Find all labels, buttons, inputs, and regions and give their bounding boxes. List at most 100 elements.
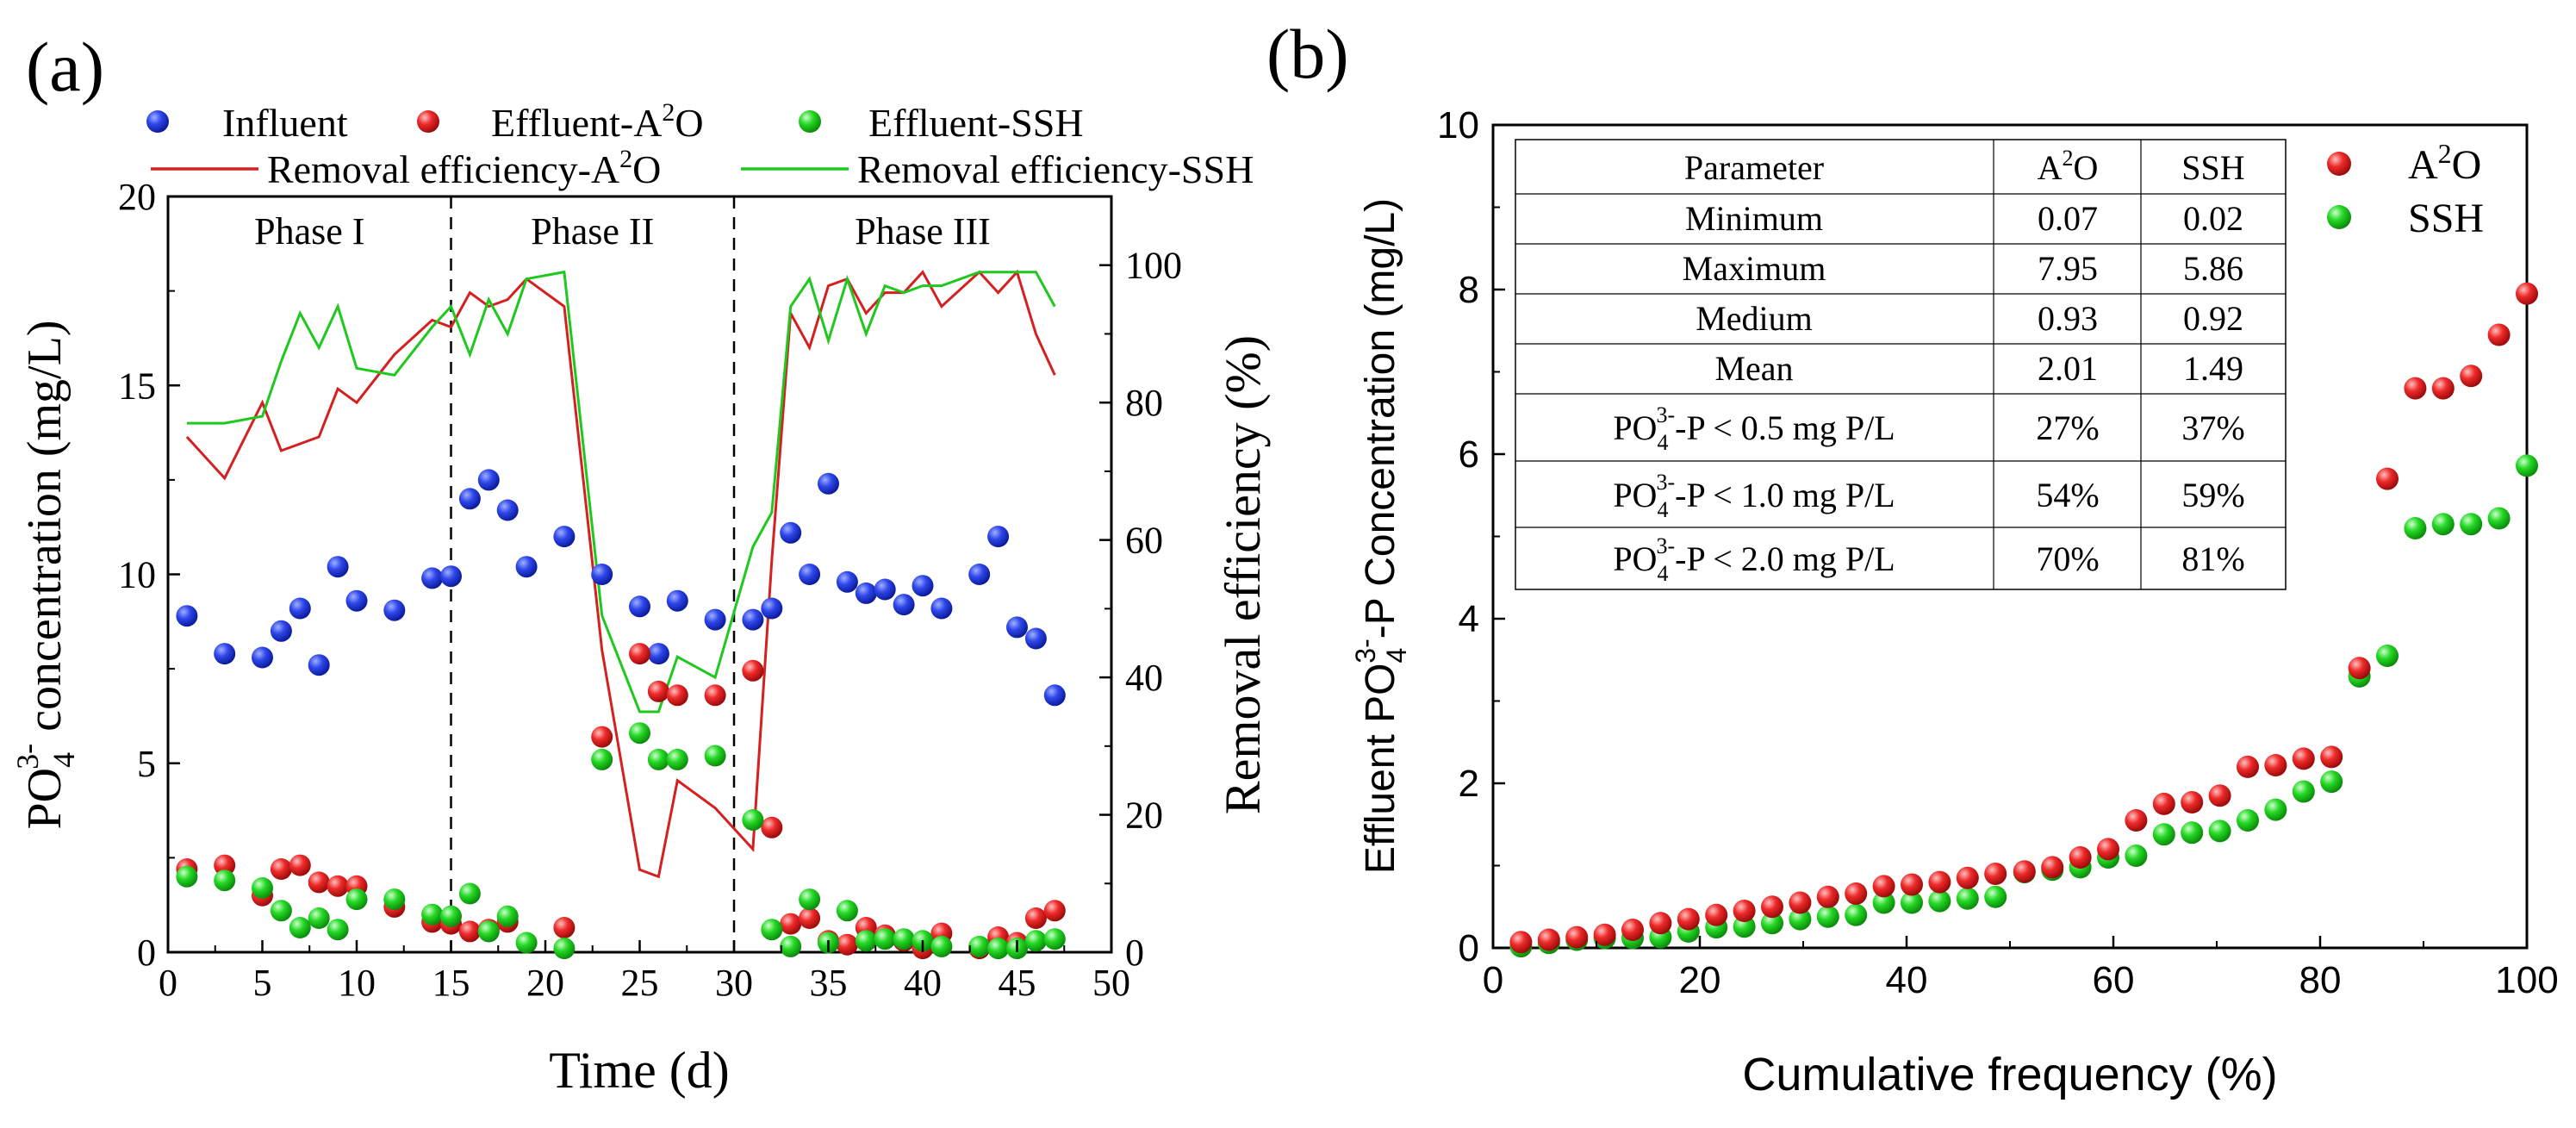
data-point [553,938,576,960]
data-point [2431,377,2455,400]
data-point [666,589,688,612]
data-point [345,888,368,911]
data-point [308,871,330,894]
phase-3-label: Phase III [855,210,991,252]
data-point [761,597,783,620]
x-tick-label: 20 [1679,959,1721,1001]
data-point [647,680,669,702]
data-point [458,920,481,943]
table-cell-ssh: 5.86 [2183,249,2243,288]
y-tick-label: 0 [1459,927,1479,969]
data-point [2264,754,2287,776]
data-point [1509,931,1533,954]
data-point [2181,821,2204,844]
data-point [874,928,896,950]
data-point [968,935,991,957]
data-point [666,748,688,770]
panel-a-label: (a) [26,28,104,106]
series-line-removal-efficiency-a2o [185,269,1056,879]
y-tick-label: 2 [1459,763,1479,805]
y-right-tick-label: 0 [1125,932,1144,974]
table-cell-a2o: 27% [2036,408,2099,447]
y-left-tick-label: 15 [118,365,156,407]
data-point [799,564,821,585]
x-tick-label: 45 [999,962,1036,1004]
data-point [818,472,839,495]
data-point [855,582,877,604]
phase-1-label: Phase I [254,210,364,252]
data-point [553,917,576,938]
stats-table: Parameter A2O SSH Minimum 0.07 0.02 Maxi… [1515,139,2287,590]
data-point [1845,882,1868,905]
x-tick-label: 40 [904,962,942,1004]
data-point [629,643,650,665]
x-tick-label: 50 [1092,962,1130,1004]
data-point [591,748,613,770]
panel-b-label: (b) [1266,15,1349,93]
panel-b-y-axis-title: Effluent PO43--P Concentration (mg/L) [1350,198,1412,874]
table-cell-a2o: 2.01 [2038,349,2098,388]
panel-a-x-axis-title: Time (d) [549,1042,729,1099]
data-point [1789,891,1812,914]
data-point [1984,863,2007,885]
data-point [214,869,236,892]
x-tick-label: 80 [2299,959,2342,1001]
data-point [496,499,519,521]
panel-b: (b) Parameter A2O SSH Minimum 0.07 0.02 … [1266,15,2559,1100]
data-point [270,858,292,880]
data-point [647,643,669,665]
data-point [477,920,500,943]
data-point [893,594,915,616]
data-point [2125,844,2148,867]
data-point [836,933,858,956]
data-point [855,930,877,952]
legend-a2o-marker [2327,152,2351,176]
data-point [780,913,802,935]
data-point [477,469,500,491]
data-point [1956,866,1979,889]
data-point [780,935,802,957]
series-line-removal-efficiency-ssh [186,270,1056,714]
data-point [704,745,726,767]
data-point [2181,791,2204,813]
x-tick-label: 25 [621,962,659,1004]
table-cell-ssh: 59% [2181,476,2244,514]
x-tick-label: 5 [253,962,272,1004]
data-point [799,907,821,929]
data-point [2487,323,2511,346]
data-point [987,526,1010,548]
data-point [308,907,330,929]
panel-a: (a) Influent Effluent-A2O Effluent-SSH R… [10,28,1271,1099]
legend-effluent-a2o-marker [417,110,439,133]
data-point [1816,885,1839,908]
legend-a2o-label: A2O [2408,138,2481,188]
data-point [252,877,273,899]
panel-b-series [1509,282,2538,958]
y-right-tick-label: 40 [1125,657,1163,699]
y-right-tick-label: 60 [1125,520,1163,562]
data-point [2460,513,2483,536]
data-point [327,875,349,897]
data-point [2069,846,2092,869]
data-point [1043,900,1066,922]
data-point [1649,912,1672,935]
legend-ssh-label: SSH [2408,196,2484,241]
table-cell-param: Medium [1696,299,1813,338]
legend-influent-label: Influent [222,101,348,145]
data-point [1956,887,1979,910]
data-point [2152,792,2175,815]
table-cell-a2o: 7.95 [2038,249,2098,288]
data-point [458,882,481,905]
data-point [2516,454,2538,477]
data-point [1733,900,1756,922]
data-point [704,684,726,707]
legend-removal-ssh-label: Removal efficiency-SSH [857,147,1254,191]
y-left-tick-label: 10 [118,554,156,596]
data-point [1006,616,1028,639]
data-point [2348,657,2371,680]
data-point [553,526,576,548]
data-point [2264,798,2287,821]
legend-effluent-ssh-marker [799,110,821,133]
data-point [421,903,444,925]
